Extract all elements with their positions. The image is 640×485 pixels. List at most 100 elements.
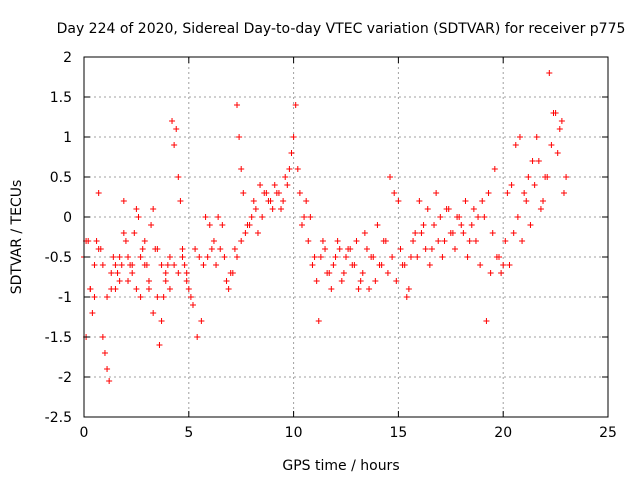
y-axis-label: SDTVAR / TECUs <box>9 180 25 295</box>
data-points <box>81 70 570 384</box>
data-point <box>231 246 238 252</box>
y-tick-label: -0.5 <box>45 250 72 266</box>
data-point <box>148 222 155 228</box>
data-point <box>166 254 173 260</box>
data-point <box>185 286 192 292</box>
data-point <box>158 262 165 268</box>
data-point <box>363 246 370 252</box>
data-point <box>307 214 314 220</box>
y-tick-label: 1 <box>63 130 72 146</box>
data-point <box>238 238 245 244</box>
data-point <box>236 134 243 140</box>
data-point <box>529 158 536 164</box>
data-point <box>99 334 106 340</box>
data-point <box>99 262 106 268</box>
data-point <box>156 342 163 348</box>
data-point <box>326 270 333 276</box>
data-point <box>112 262 119 268</box>
y-tick-label: 2 <box>63 50 72 66</box>
y-tick-label: -2 <box>58 370 72 386</box>
data-point <box>250 198 257 204</box>
data-point <box>443 206 450 212</box>
data-point <box>504 190 511 196</box>
data-point <box>525 174 532 180</box>
x-tick-label: 25 <box>599 425 617 441</box>
data-point <box>145 286 152 292</box>
x-tick-label: 15 <box>389 425 407 441</box>
data-point <box>332 254 339 260</box>
data-point <box>540 198 547 204</box>
data-point <box>527 222 534 228</box>
data-point <box>234 102 241 108</box>
data-point <box>104 294 111 300</box>
data-point <box>334 238 341 244</box>
data-point <box>240 190 247 196</box>
y-tick-label: -2.5 <box>45 410 72 426</box>
data-point <box>135 214 142 220</box>
data-point <box>280 198 287 204</box>
data-point <box>523 198 530 204</box>
data-point <box>301 214 308 220</box>
data-point <box>387 174 394 180</box>
data-point <box>481 214 488 220</box>
data-point <box>254 230 261 236</box>
data-point <box>263 190 270 196</box>
data-point <box>351 262 358 268</box>
data-point <box>426 262 433 268</box>
data-point <box>95 190 102 196</box>
data-point <box>292 102 299 108</box>
data-point <box>286 166 293 172</box>
data-point <box>368 254 375 260</box>
data-point <box>221 254 228 260</box>
data-point <box>137 294 144 300</box>
data-point <box>435 238 442 244</box>
data-point <box>414 254 421 260</box>
data-point <box>535 158 542 164</box>
data-point <box>290 134 297 140</box>
data-point <box>514 214 521 220</box>
data-point <box>133 206 140 212</box>
data-point <box>319 238 326 244</box>
data-point <box>437 214 444 220</box>
data-point <box>154 294 161 300</box>
data-point <box>108 270 115 276</box>
data-point <box>288 150 295 156</box>
data-point <box>129 262 136 268</box>
data-point <box>305 238 312 244</box>
data-point <box>479 198 486 204</box>
data-point <box>108 286 115 292</box>
x-axis-label: GPS time / hours <box>282 458 399 474</box>
data-point <box>282 174 289 180</box>
data-point <box>317 254 324 260</box>
data-point <box>548 142 555 148</box>
data-point <box>200 262 207 268</box>
data-point <box>403 294 410 300</box>
data-point <box>384 270 391 276</box>
data-point <box>93 238 100 244</box>
data-point <box>556 126 563 132</box>
data-point <box>468 222 475 228</box>
data-point <box>116 278 123 284</box>
data-point <box>552 110 559 116</box>
data-point <box>171 142 178 148</box>
series-group-2 <box>83 110 567 316</box>
data-point <box>141 238 148 244</box>
data-point <box>512 142 519 148</box>
data-point <box>330 262 337 268</box>
data-point <box>206 222 213 228</box>
chart-title: Day 224 of 2020, Sidereal Day-to-day VTE… <box>57 21 626 37</box>
data-point <box>131 230 138 236</box>
data-point <box>410 238 417 244</box>
data-point <box>395 198 402 204</box>
data-point <box>418 230 425 236</box>
data-point <box>257 182 264 188</box>
data-point <box>357 278 364 284</box>
data-point <box>114 270 121 276</box>
data-point <box>139 246 146 252</box>
data-point <box>120 230 127 236</box>
data-point <box>483 318 490 324</box>
data-point <box>284 182 291 188</box>
data-point <box>271 182 278 188</box>
data-point <box>428 246 435 252</box>
